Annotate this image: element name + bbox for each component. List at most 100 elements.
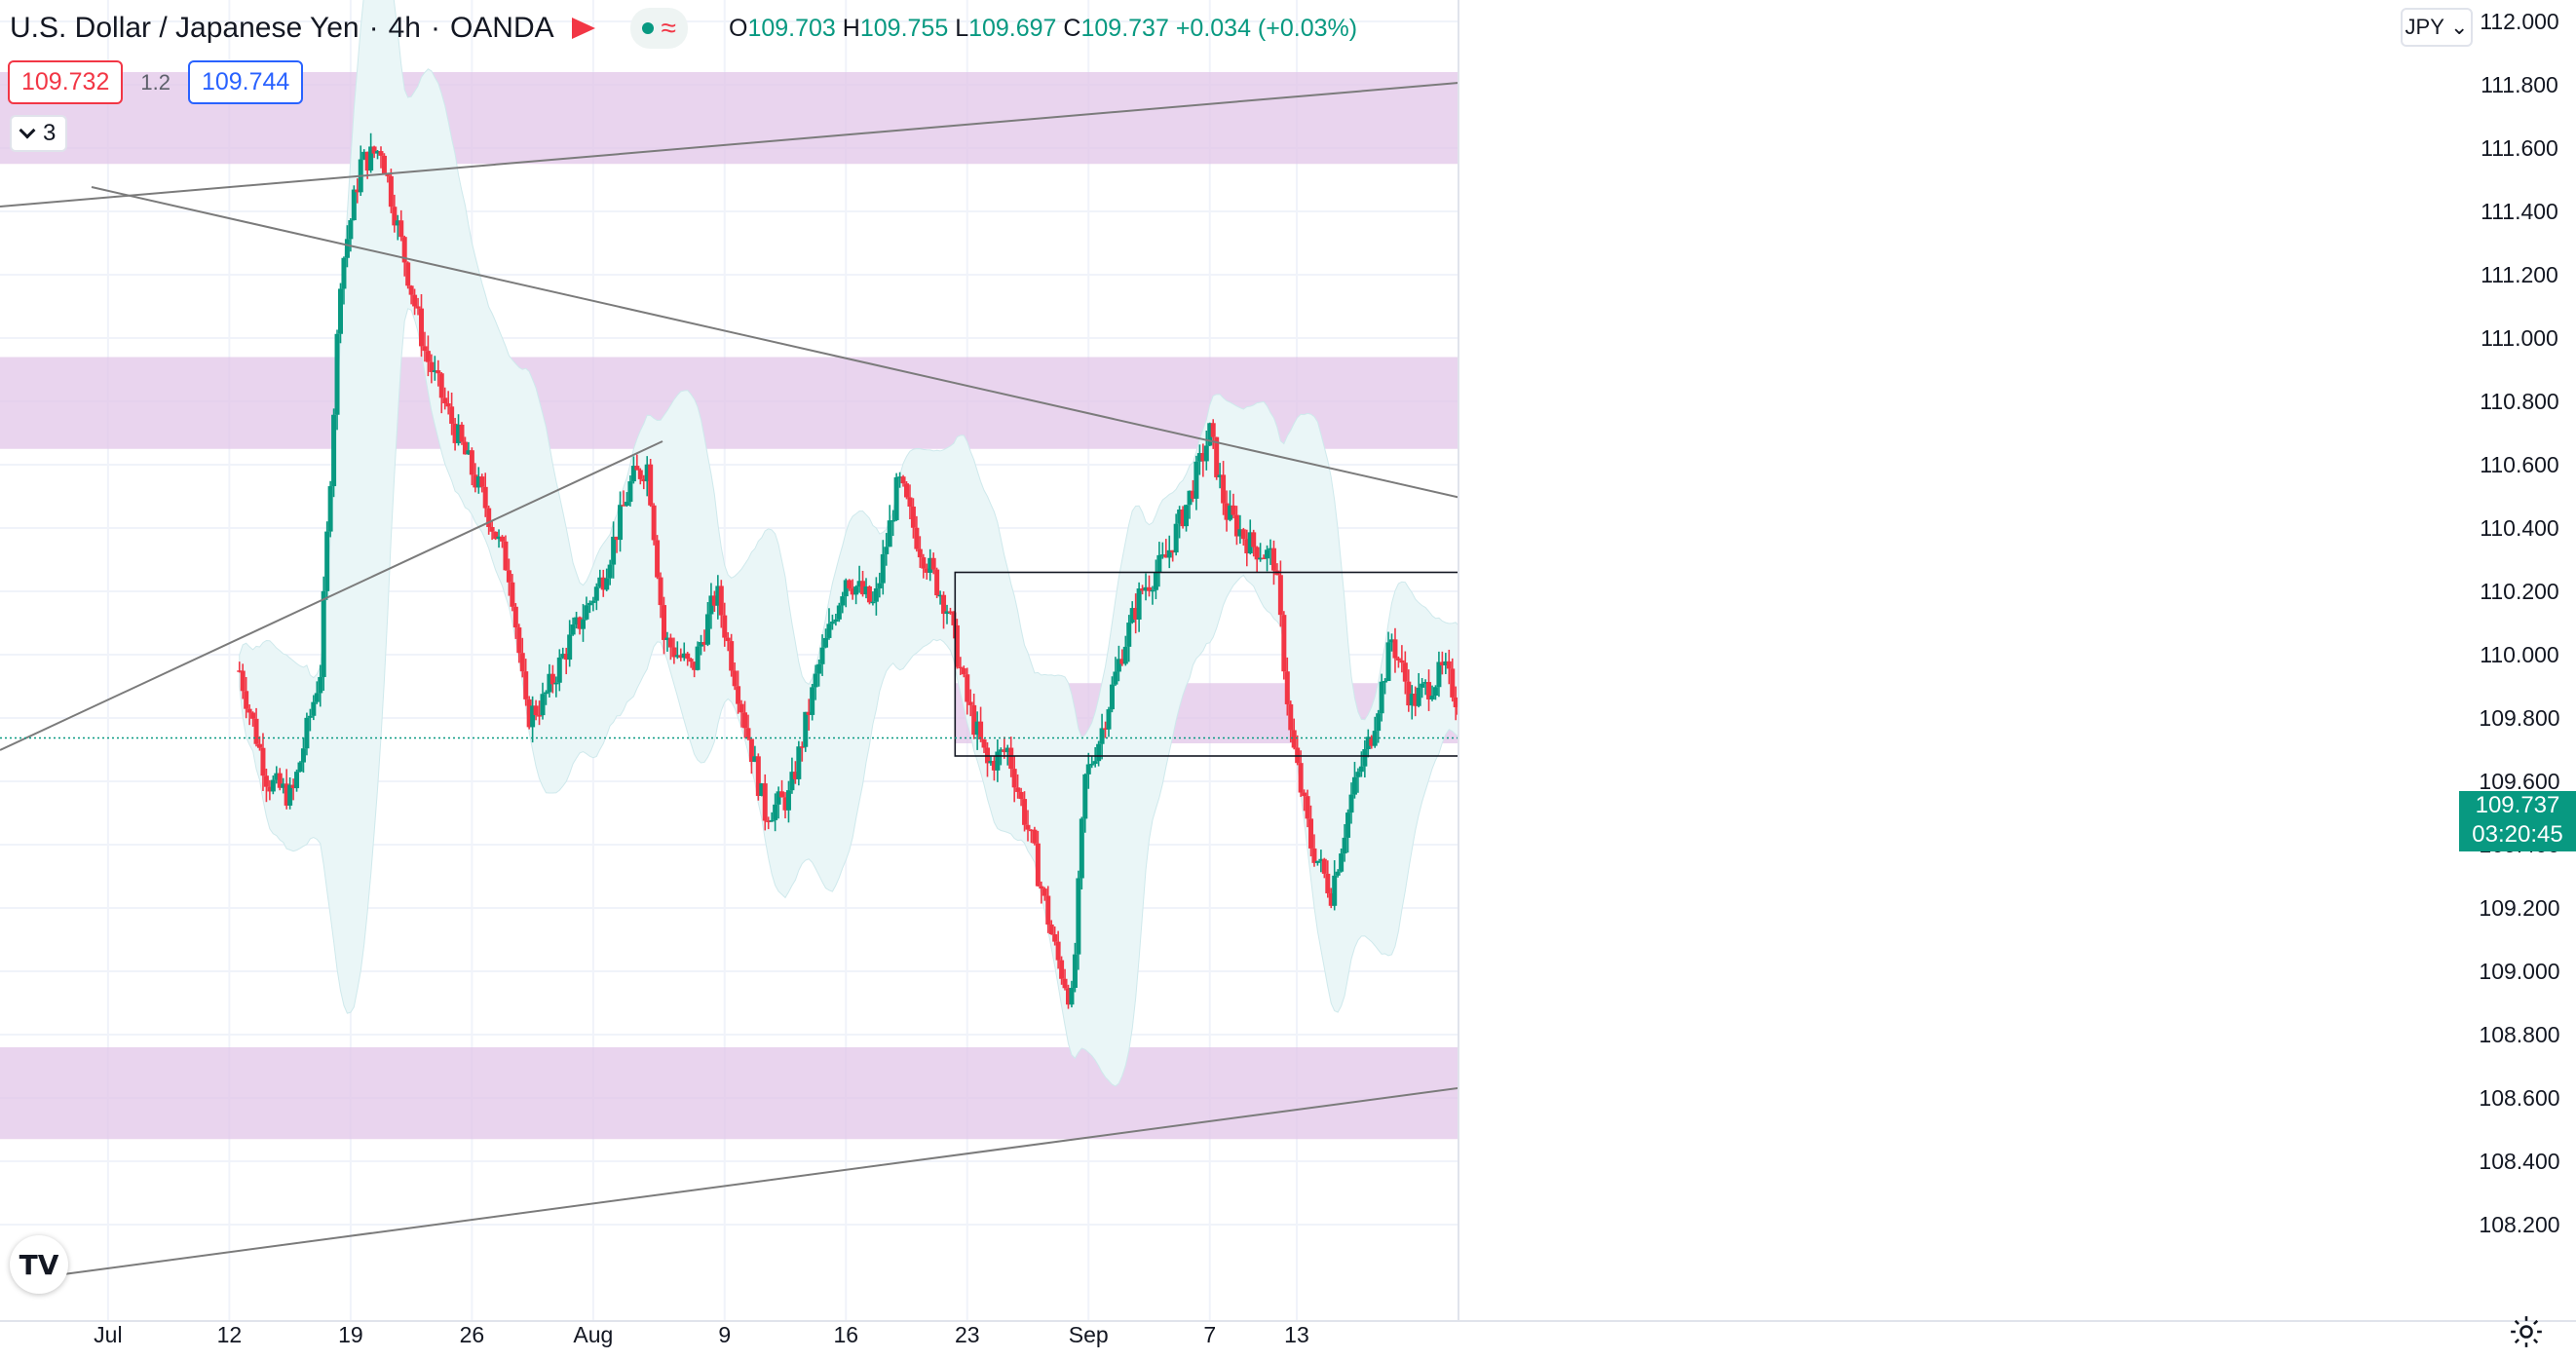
candle: [651, 505, 657, 541]
candle: [718, 586, 724, 616]
candle: [658, 577, 663, 606]
candle: [1402, 662, 1408, 682]
candle: [510, 582, 515, 607]
candle: [1119, 659, 1125, 664]
candle: [630, 466, 636, 482]
candle: [581, 619, 586, 629]
candle: [981, 738, 987, 748]
candle: [1089, 764, 1095, 766]
candle: [267, 786, 273, 792]
gear-icon[interactable]: [2508, 1313, 2545, 1350]
currency-button[interactable]: JPY ⌄: [2401, 8, 2473, 47]
candle: [1099, 728, 1105, 744]
candle: [459, 424, 465, 442]
indicators-toggle[interactable]: 3: [10, 115, 68, 152]
high-value: 109.755: [859, 14, 949, 42]
candle: [1207, 423, 1213, 446]
candle: [671, 647, 677, 658]
symbol-title[interactable]: U.S. Dollar / Japanese Yen: [10, 12, 360, 44]
y-tick-label: 111.200: [2481, 262, 2558, 287]
candle: [910, 506, 916, 528]
candle: [445, 403, 451, 407]
candle: [1096, 743, 1102, 762]
candle: [678, 655, 684, 659]
candle: [614, 536, 620, 541]
candle: [300, 748, 306, 763]
candle: [776, 791, 781, 805]
candle: [843, 580, 849, 597]
candle: [237, 670, 243, 672]
candle: [274, 773, 280, 780]
candle: [769, 819, 775, 822]
candle: [995, 751, 1001, 771]
x-tick-label: 23: [955, 1322, 980, 1347]
candle: [1314, 860, 1320, 863]
flag-icon[interactable]: [571, 18, 595, 39]
candle: [1339, 853, 1345, 872]
candle: [1187, 490, 1193, 506]
candle: [1180, 510, 1186, 527]
candle: [1221, 474, 1227, 504]
candle: [662, 605, 666, 640]
candle: [408, 285, 414, 295]
candle: [1231, 505, 1236, 515]
y-tick-label: 111.800: [2481, 72, 2558, 97]
market-status-pill[interactable]: ≈: [629, 8, 689, 49]
candle: [512, 606, 518, 628]
candle: [1413, 693, 1419, 706]
candle: [429, 361, 435, 372]
candle: [1210, 423, 1216, 437]
candle: [506, 570, 511, 583]
candle: [773, 804, 778, 820]
candle: [998, 749, 1004, 752]
candle: [1443, 661, 1449, 666]
trendline: [0, 440, 663, 751]
candle: [563, 654, 569, 661]
candle: [1066, 988, 1071, 1005]
low-value: 109.697: [968, 14, 1057, 42]
candle: [644, 464, 650, 482]
candle: [782, 797, 788, 811]
candle: [1217, 474, 1223, 477]
candle: [1385, 642, 1391, 682]
candle: [364, 151, 370, 171]
candle: [590, 600, 596, 603]
x-tick-label: 19: [338, 1322, 363, 1347]
candle: [425, 351, 431, 362]
candle: [533, 705, 539, 716]
candle: [880, 553, 886, 584]
buy-price-button[interactable]: 109.744: [187, 60, 304, 104]
candle: [307, 715, 313, 718]
candle: [924, 568, 929, 573]
sell-price-button[interactable]: 109.732: [8, 60, 124, 104]
candle: [722, 615, 728, 638]
candle: [664, 637, 670, 640]
candle: [368, 146, 374, 171]
candle: [338, 288, 343, 334]
candle: [516, 627, 522, 654]
candle: [547, 673, 552, 693]
interval-label[interactable]: 4h: [388, 12, 421, 44]
candle: [1156, 554, 1162, 573]
candle: [331, 414, 337, 487]
candle: [549, 673, 555, 685]
y-tick-label: 110.800: [2480, 389, 2558, 414]
tradingview-logo-icon[interactable]: TV: [10, 1235, 68, 1294]
candle: [755, 756, 761, 796]
candle: [1277, 575, 1283, 616]
candle: [799, 746, 805, 748]
candle: [736, 686, 741, 704]
candle: [611, 536, 617, 565]
candle: [752, 756, 758, 763]
candle: [648, 464, 654, 506]
candle: [1376, 713, 1382, 732]
change-value: +0.034 (+0.03%): [1175, 14, 1358, 42]
candle: [1082, 774, 1088, 819]
candle: [897, 476, 903, 478]
candle: [928, 557, 933, 573]
candle: [701, 641, 707, 645]
candle: [466, 450, 472, 455]
candle: [600, 577, 606, 590]
candle: [742, 712, 747, 729]
